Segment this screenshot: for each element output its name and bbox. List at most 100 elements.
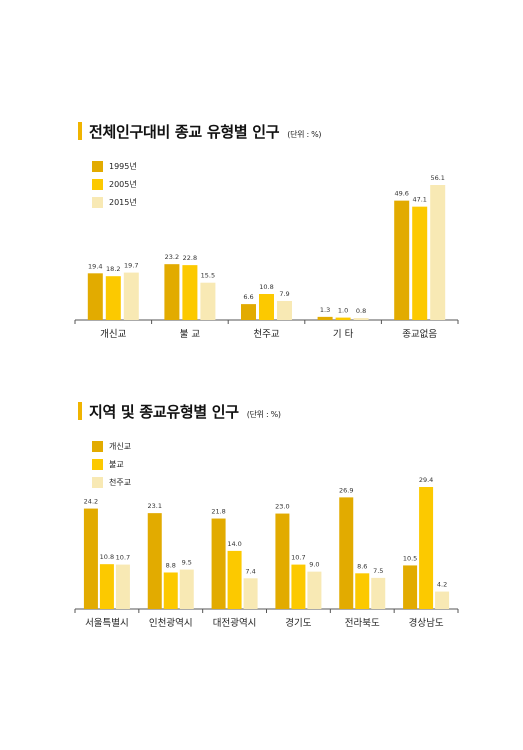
data-label: 10.5 — [403, 554, 417, 562]
x-tick-label: 서울특별시 — [85, 618, 129, 629]
chart2-title-text: 지역 및 종교유형별 인구 — [89, 403, 239, 421]
x-tick-label: 대전광역시 — [213, 617, 257, 629]
data-label: 23.0 — [275, 503, 289, 511]
data-label: 23.1 — [148, 502, 162, 510]
chart2-legend-swatch — [92, 440, 103, 452]
data-label: 9.5 — [182, 559, 192, 567]
data-label: 19.7 — [124, 262, 138, 270]
chart1-plot: 19.4 18.2 19.7 개신교 23.2 22.8 15.5 불 교 6.6 10.8 7.9… — [74, 174, 459, 340]
x-tick-label: 천주교 — [253, 329, 279, 340]
bar — [317, 316, 333, 320]
data-label: 6.6 — [243, 293, 253, 301]
x-tick-label: 인천광역시 — [149, 617, 193, 629]
data-label: 47.1 — [412, 196, 426, 204]
bar — [87, 273, 103, 320]
data-label: 22.8 — [183, 254, 197, 262]
chart1-legend: 1995년 2005년 2015년 — [92, 157, 137, 211]
data-label: 26.9 — [339, 486, 353, 494]
bar — [371, 577, 386, 609]
data-label: 10.8 — [259, 283, 273, 291]
data-label: 14.0 — [227, 540, 241, 548]
data-label: 7.4 — [245, 567, 255, 575]
chart1-legend-label: 2015년 — [109, 197, 137, 207]
bar — [430, 185, 446, 320]
bar — [241, 304, 256, 320]
chart1-legend-swatch — [92, 178, 103, 190]
bar — [355, 573, 370, 609]
data-label: 7.5 — [373, 567, 383, 575]
data-label: 10.7 — [291, 554, 305, 562]
data-label: 23.2 — [165, 253, 179, 261]
chart2-legend-swatch — [92, 458, 103, 470]
chart1-legend-swatch — [92, 160, 103, 172]
chart2-title: 지역 및 종교유형별 인구 (단위 : %) — [89, 401, 281, 422]
data-label: 19.4 — [88, 262, 102, 270]
bar — [419, 487, 434, 609]
x-tick-label: 개신교 — [100, 329, 126, 340]
bar — [307, 571, 322, 609]
chart2-legend-item: 개신교 — [92, 437, 131, 455]
data-label: 1.3 — [320, 306, 330, 314]
data-label: 24.2 — [84, 498, 98, 506]
chart1-legend-item: 1995년 — [92, 157, 137, 175]
chart1-title-marker — [78, 122, 82, 140]
bar — [403, 565, 418, 609]
bar — [291, 564, 306, 609]
bar — [115, 564, 130, 609]
bar — [123, 272, 139, 320]
bar — [105, 276, 121, 320]
bar — [179, 569, 194, 609]
bar — [353, 318, 369, 320]
chart1-legend-item: 2005년 — [92, 175, 137, 193]
chart1-legend-item: 2015년 — [92, 193, 137, 211]
x-tick-label: 경기도 — [285, 617, 311, 629]
bar — [227, 550, 242, 609]
bar — [164, 264, 180, 320]
data-label: 18.2 — [106, 265, 120, 273]
chart1-legend-label: 1995년 — [109, 161, 137, 171]
bar — [435, 591, 450, 609]
chart1-legend-label: 2005년 — [109, 179, 137, 189]
bar — [83, 508, 98, 609]
chart2-legend-item: 불교 — [92, 455, 131, 473]
data-label: 56.1 — [430, 174, 444, 182]
data-label: 8.6 — [357, 562, 367, 570]
data-label: 9.0 — [309, 561, 319, 569]
chart2-legend-label: 개신교 — [109, 441, 132, 451]
bar — [99, 564, 114, 609]
x-tick-label: 불 교 — [180, 329, 201, 340]
data-label: 29.4 — [419, 476, 433, 484]
data-label: 0.8 — [356, 307, 366, 315]
chart1-title-text: 전체인구대비 종교 유형별 인구 — [89, 123, 280, 141]
data-label: 49.6 — [394, 190, 408, 198]
bar — [147, 513, 162, 609]
chart2-legend-label: 천주교 — [109, 477, 132, 487]
data-label: 10.8 — [100, 553, 114, 561]
data-label: 7.9 — [279, 290, 289, 298]
data-label: 10.7 — [116, 554, 130, 562]
chart1-unit: (단위 : %) — [287, 130, 322, 139]
chart2-title-marker — [78, 402, 82, 420]
x-tick-label: 전라북도 — [345, 618, 380, 629]
bar — [259, 294, 274, 320]
chart1-legend-swatch — [92, 196, 103, 208]
bar — [200, 282, 216, 320]
chart2-legend-swatch — [92, 476, 103, 488]
bar — [211, 518, 226, 609]
data-label: 4.2 — [437, 581, 447, 589]
bar — [182, 265, 198, 320]
chart2-legend-item: 천주교 — [92, 473, 131, 491]
bar — [275, 513, 290, 609]
bar — [394, 200, 410, 320]
chart2-legend-label: 불교 — [109, 459, 124, 469]
bar — [163, 572, 178, 609]
chart2-legend: 개신교 불교 천주교 — [92, 437, 131, 491]
chart2-unit: (단위 : %) — [246, 410, 281, 419]
data-label: 15.5 — [201, 272, 215, 280]
data-label: 1.0 — [338, 307, 348, 315]
x-tick-label: 종교없음 — [402, 328, 437, 340]
bar — [339, 497, 354, 609]
data-label: 21.8 — [211, 508, 225, 516]
bar — [412, 206, 428, 320]
